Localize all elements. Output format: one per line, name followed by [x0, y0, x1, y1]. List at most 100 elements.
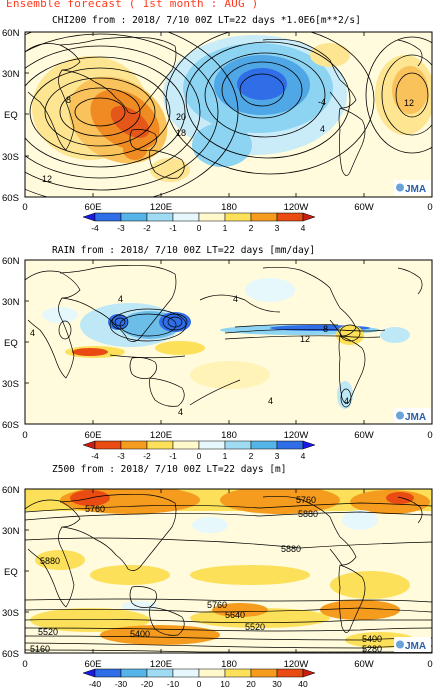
colorbar-swatch [250, 440, 278, 450]
lon-label: 120E [150, 659, 172, 670]
colorbar-tick-label: -20 [141, 679, 154, 689]
lon-label: 0 [427, 202, 432, 213]
rain-contour-label: 4 [30, 328, 35, 338]
lon-label: 0 [427, 659, 432, 670]
lat-label: 30S [2, 379, 19, 390]
chi200-contour-label: 8 [66, 95, 71, 105]
jma-logo-text: JMA [405, 641, 426, 652]
lon-label: 180 [221, 202, 237, 213]
colorbar-swatch [276, 440, 304, 450]
lat-label: EQ [4, 567, 18, 578]
colorbar-tick-label: 4 [301, 223, 306, 233]
z500-contour-label: 5160 [30, 644, 50, 654]
colorbar-swatch [94, 668, 122, 678]
colorbar-swatch [198, 212, 226, 222]
colorbar-swatch [120, 212, 148, 222]
lat-label: 30S [2, 152, 19, 163]
colorbar-swatch [146, 440, 174, 450]
rain-contour-label: 8 [323, 324, 328, 334]
panel-3-contour-labels: 5760 5760 5880 5880 5880 5760 5640 5520 … [30, 495, 382, 654]
rain-contour-label: 12 [300, 334, 310, 344]
z500-contour-label: 5640 [225, 610, 245, 620]
colorbar-extend-high [302, 212, 316, 222]
panel-1-axis-labels: 60N 30N EQ 30S 60S 0 60E 120E 180 120W 6… [2, 28, 433, 213]
rain-contour-label: 4 [344, 396, 349, 406]
lat-label: 30S [2, 608, 19, 619]
colorbar-tick-label: 3 [275, 451, 280, 461]
colorbar-swatch [198, 668, 226, 678]
rain-shading [25, 260, 432, 424]
panel-1-contour-labels: 8 12 20 18 -4 4 12 [42, 95, 414, 184]
colorbar-tick-label: -3 [117, 451, 125, 461]
chi200-contour-label: 20 [176, 112, 186, 122]
panel-1-coastlines [25, 36, 423, 179]
lon-label: 0 [427, 430, 432, 441]
lon-label: 0 [22, 430, 27, 441]
lat-label: 30N [2, 526, 20, 537]
colorbar-tick-label: -4 [91, 223, 99, 233]
lon-label: 180 [221, 430, 237, 441]
page-title: Ensemble forecast ( 1st month : AUG ) [6, 0, 259, 10]
colorbar-swatch [276, 212, 304, 222]
chi200-contour-label: 4 [320, 124, 325, 134]
lat-label: EQ [4, 110, 18, 121]
lat-label: 60N [2, 485, 20, 496]
z500-shading [25, 489, 432, 648]
colorbar-tick-label: 2 [249, 223, 254, 233]
lon-label: 180 [221, 659, 237, 670]
colorbar-tick-label: -3 [117, 223, 125, 233]
lon-label: 120W [284, 659, 309, 670]
colorbar-tick-label: -40 [89, 679, 102, 689]
jma-logo-text: JMA [405, 412, 426, 423]
rain-contour-label: 4 [233, 294, 238, 304]
colorbar-tick-label: -1 [169, 223, 177, 233]
panel-3-colorbar: -40 -30 -20 -10 0 10 20 30 40 [82, 668, 316, 689]
rain-contour-label: 4 [178, 407, 183, 417]
colorbar-tick-label: -2 [143, 451, 151, 461]
panel-3-jma-badge: JMA [394, 637, 431, 652]
lon-label: 120W [284, 430, 309, 441]
panel-2-title: RAIN from : 2018/ 7/10 00Z LT=22 days [m… [52, 245, 316, 256]
colorbar-extend-low [82, 440, 96, 450]
colorbar-swatch [120, 668, 148, 678]
chi200-contour-label: 12 [404, 98, 414, 108]
z500-contour-label: 5520 [38, 627, 58, 637]
panel-1-colorbar: -4 -3 -2 -1 0 1 2 3 4 [82, 212, 316, 233]
lon-label: 120E [150, 430, 172, 441]
colorbar-swatch [224, 440, 252, 450]
lon-label: 120E [150, 202, 172, 213]
colorbar-swatch [224, 212, 252, 222]
lat-label: EQ [4, 338, 18, 349]
z500-contour-label: 5760 [296, 495, 316, 505]
rain-contour-label: 4 [118, 294, 123, 304]
z500-contour-label: 5760 [207, 600, 227, 610]
lat-label: 60S [2, 420, 19, 431]
panel-3-title: Z500 from : 2018/ 7/10 00Z LT=22 days [m… [52, 464, 287, 475]
z500-contour-label: 5880 [298, 509, 318, 519]
lon-label: 0 [22, 659, 27, 670]
colorbar-tick-label: 40 [298, 679, 308, 689]
panel-2-axis-labels: 60N 30N EQ 30S 60S 0 60E 120E 180 120W 6… [2, 256, 433, 441]
panel-1-map: 8 12 20 18 -4 4 12 JMA [24, 31, 433, 198]
colorbar-extend-high [302, 668, 316, 678]
panel-3-axis-labels: 60N 30N EQ 30S 60S 0 60E 120E 180 120W 6… [2, 485, 433, 670]
colorbar-tick-label: 0 [197, 679, 202, 689]
lon-label: 60E [85, 659, 102, 670]
panel-1-title: CHI200 from : 2018/ 7/10 00Z LT=22 days … [52, 15, 361, 26]
colorbar-extend-high [302, 440, 316, 450]
z500-contours [25, 502, 432, 653]
chi200-contour-label: 18 [176, 128, 186, 138]
colorbar-tick-label: 0 [197, 451, 202, 461]
panel-2-jma-badge: JMA [394, 408, 431, 423]
colorbar-swatch [276, 668, 304, 678]
lon-label: 0 [22, 202, 27, 213]
colorbar-tick-label: -10 [167, 679, 180, 689]
colorbar-swatch [224, 668, 252, 678]
colorbar-tick-label: 1 [223, 223, 228, 233]
colorbar-swatch [250, 668, 278, 678]
panel-2-coastlines [25, 264, 423, 407]
panel-2-colorbar: -4 -3 -2 -1 0 1 2 3 4 [82, 440, 316, 461]
colorbar-tick-label: 3 [275, 223, 280, 233]
colorbar-tick-label: -4 [91, 451, 99, 461]
